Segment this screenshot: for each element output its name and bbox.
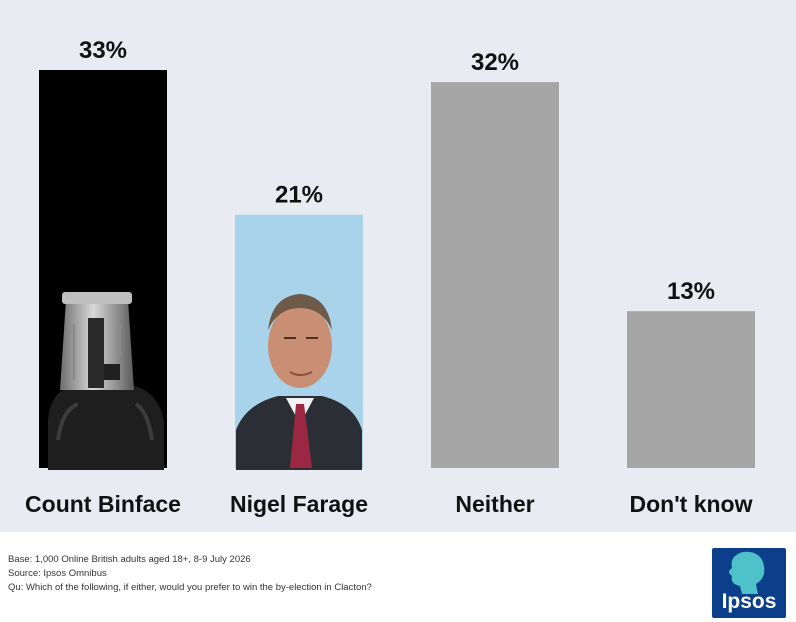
- category-label-count-binface: Count Binface: [25, 491, 181, 517]
- bar-don-t-know: [627, 311, 755, 468]
- bar-chart: 33% Count Binface 21% Nigel Farage 32% Neithe…: [25, 37, 755, 517]
- man-in-suit-portrait: [236, 294, 362, 470]
- knight-helmet-figure: [48, 292, 164, 470]
- head-silhouette-icon: [729, 551, 765, 594]
- source-note: Source: Ipsos Omnibus: [8, 568, 107, 579]
- value-label-neither: 32%: [471, 49, 519, 76]
- bar-neither: [431, 82, 559, 468]
- category-label-don-t-know: Don't know: [629, 491, 752, 517]
- logo-text: Ipsos: [721, 590, 777, 613]
- category-label-nigel-farage: Nigel Farage: [230, 491, 368, 517]
- value-label-don-t-know: 13%: [667, 278, 715, 305]
- value-label-count-binface: 33%: [79, 37, 127, 64]
- category-label-neither: Neither: [455, 491, 534, 517]
- base-note: Base: 1,000 Online British adults aged 1…: [8, 554, 251, 565]
- ipsos-logo: Ipsos: [712, 548, 786, 618]
- footer: Base: 1,000 Online British adults aged 1…: [0, 532, 796, 622]
- value-label-nigel-farage: 21%: [275, 182, 323, 209]
- question-note: Qu: Which of the following, if either, w…: [8, 582, 372, 593]
- chart-area: 33% Count Binface 21% Nigel Farage 32% Neithe…: [0, 0, 796, 532]
